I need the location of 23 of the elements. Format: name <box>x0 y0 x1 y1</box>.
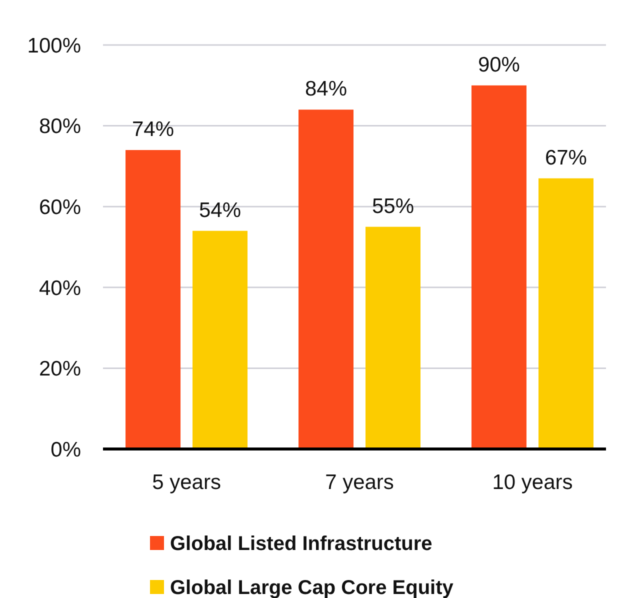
legend-label: Global Large Cap Core Equity <box>170 577 454 598</box>
y-tick-label: 40% <box>38 276 81 300</box>
x-tick-label: 7 years <box>325 471 394 494</box>
text: 90% <box>478 53 520 76</box>
y-tick-label: 60% <box>38 196 81 219</box>
text: 67% <box>544 146 587 170</box>
x-tick-label: 5 years <box>152 471 221 494</box>
bar <box>298 110 354 449</box>
y-tick-label: 20% <box>38 358 81 381</box>
bar <box>192 230 248 449</box>
y-tick-label: 100% <box>27 34 81 58</box>
bar <box>366 226 420 449</box>
y-tick-label: 80% <box>38 115 81 138</box>
legend-label: Global Listed Infrastructure <box>170 533 432 555</box>
bar <box>126 150 181 449</box>
bar <box>538 178 594 449</box>
text: 55% <box>372 194 414 218</box>
y-tick-label: 0% <box>50 438 81 462</box>
bar <box>471 85 526 449</box>
text: 74% <box>132 118 174 142</box>
x-tick-label: 10 years <box>492 471 573 494</box>
text: 54% <box>199 198 242 222</box>
text: 84% <box>304 78 348 101</box>
